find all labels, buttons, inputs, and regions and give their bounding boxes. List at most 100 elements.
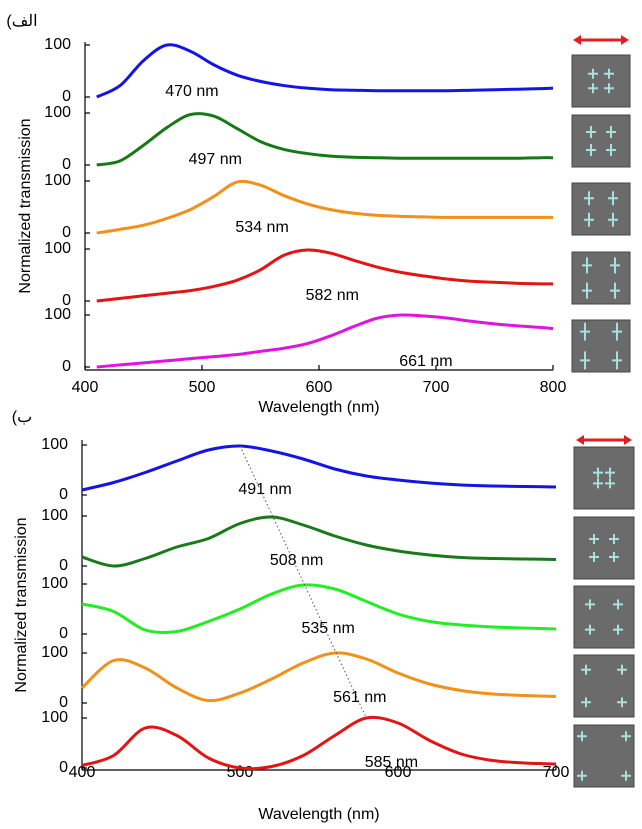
y-tick-label: 0 <box>59 557 68 574</box>
x-tick-label: 400 <box>72 379 99 396</box>
series-line <box>96 43 554 99</box>
y-tick-label: 0 <box>59 759 68 776</box>
cross <box>613 624 623 635</box>
y-tick-label: 0 <box>62 292 71 309</box>
y-tick-label: 100 <box>44 36 71 53</box>
panel-label: ب) <box>12 409 32 426</box>
cross <box>581 664 591 675</box>
peak-label: 470 nm <box>165 83 218 100</box>
cross <box>609 552 619 562</box>
sample-tile <box>573 654 635 718</box>
cross <box>582 282 592 299</box>
cross <box>585 624 595 635</box>
sample-tile <box>573 516 635 580</box>
cross <box>612 322 622 341</box>
cross <box>585 599 595 610</box>
peak-label: 585 nm <box>365 754 418 771</box>
series-line <box>81 515 557 568</box>
series-line <box>81 444 557 492</box>
cross <box>584 191 594 206</box>
series-line <box>81 583 557 635</box>
y-tick-label: 0 <box>59 486 68 503</box>
series-line <box>81 715 557 771</box>
cross <box>586 126 596 138</box>
cross <box>580 351 590 370</box>
sample-tile <box>573 446 635 510</box>
cross <box>610 282 620 299</box>
x-tick-label: 500 <box>189 379 216 396</box>
x-axis-title: Wavelength (nm) <box>258 806 379 823</box>
y-tick-label: 100 <box>41 575 68 592</box>
cross <box>593 467 603 478</box>
peak-label: 491 nm <box>238 481 291 498</box>
cross <box>608 212 618 227</box>
cross <box>589 534 599 544</box>
peak-label: 582 nm <box>306 287 359 304</box>
x-tick-label: 400 <box>69 764 96 781</box>
x-tick-label: 600 <box>385 764 412 781</box>
peak-label: 535 nm <box>302 620 355 637</box>
series-line <box>80 651 557 703</box>
y-tick-label: 100 <box>44 172 71 189</box>
cross <box>621 731 631 742</box>
peak-trend <box>239 445 367 719</box>
x-axis-title: Wavelength (nm) <box>258 399 379 416</box>
x-tick-label: 600 <box>306 379 333 396</box>
y-tick-label: 0 <box>62 156 71 173</box>
cross <box>604 68 614 79</box>
series-line <box>96 179 553 235</box>
cross <box>612 351 622 370</box>
series-line <box>96 112 554 167</box>
cross <box>589 552 599 562</box>
cross <box>609 534 619 544</box>
peak-label: 561 nm <box>333 689 386 706</box>
cross <box>604 83 614 94</box>
cross <box>588 68 598 79</box>
cross <box>606 126 616 138</box>
y-tick-label: 100 <box>44 240 71 257</box>
y-tick-label: 0 <box>62 224 71 241</box>
sample-tile <box>573 585 635 649</box>
peak-label: 534 nm <box>235 219 288 236</box>
sample-tile <box>571 114 631 168</box>
y-tick-label: 100 <box>41 644 68 661</box>
y-tick-label: 0 <box>59 625 68 642</box>
sample-tile <box>571 54 631 108</box>
peak-label: 661 nm <box>399 353 452 370</box>
peak-label: 508 nm <box>270 552 323 569</box>
cross <box>605 478 615 489</box>
cross <box>577 770 587 781</box>
panel-label: الف) <box>6 13 37 30</box>
sample-tile <box>571 251 631 305</box>
sample-tile <box>571 319 631 373</box>
cross <box>584 212 594 227</box>
cross <box>617 697 627 708</box>
cross <box>613 599 623 610</box>
x-tick-label: 700 <box>543 764 570 781</box>
x-tick-label: 800 <box>540 379 567 396</box>
cross <box>608 191 618 206</box>
cross <box>593 478 603 489</box>
y-tick-label: 100 <box>41 709 68 726</box>
cross <box>606 144 616 156</box>
series-line <box>96 313 554 369</box>
cross <box>605 467 615 478</box>
cross <box>588 83 598 94</box>
cross <box>581 697 591 708</box>
y-tick-label: 100 <box>44 104 71 121</box>
cross <box>621 770 631 781</box>
y-tick-label: 0 <box>59 694 68 711</box>
peak-label: 497 nm <box>189 151 242 168</box>
cross <box>582 257 592 274</box>
y-tick-label: 100 <box>44 306 71 323</box>
cross <box>617 664 627 675</box>
y-tick-label: 0 <box>62 358 71 375</box>
y-tick-label: 100 <box>41 436 68 453</box>
x-tick-label: 700 <box>423 379 450 396</box>
y-axis-title: Normalized transmission <box>17 118 34 293</box>
cross <box>580 322 590 341</box>
y-tick-label: 100 <box>41 507 68 524</box>
sample-tile <box>571 182 631 236</box>
y-tick-label: 0 <box>62 88 71 105</box>
